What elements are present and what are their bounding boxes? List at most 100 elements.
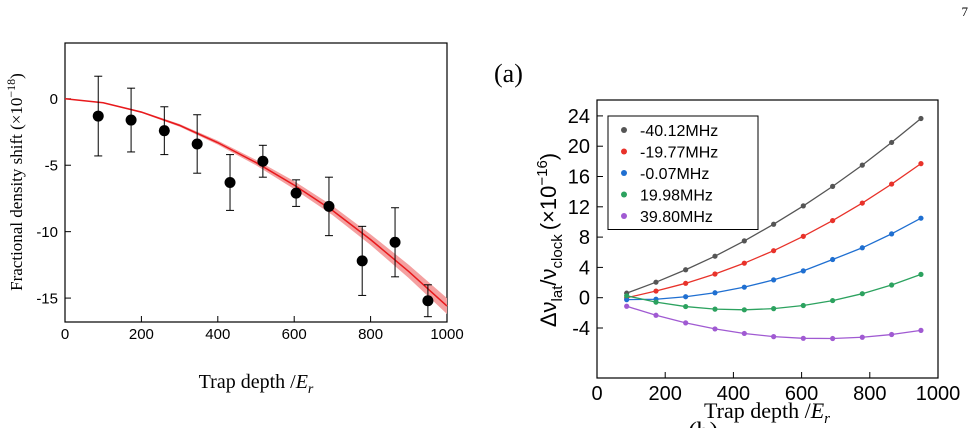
y-tick-label: -5 [45,157,58,174]
data-point [918,115,924,122]
data-point [653,299,659,305]
data-point [712,271,718,277]
data-point [683,280,689,286]
y-tick-label: 20 [568,136,590,158]
data-point [712,306,718,312]
label-part: clock [549,234,566,269]
data-point [683,320,689,326]
data-point [859,245,865,251]
label-part: r [308,382,314,397]
data-point [158,125,170,137]
x-tick-label: 1000 [430,326,463,343]
data-point [830,297,836,304]
data-point [859,291,865,297]
data-point [889,331,895,338]
data-point [191,138,203,150]
x-tick-label: 200 [649,383,682,405]
legend-label: 39.80MHz [640,209,713,226]
label-part: Trap depth / [704,398,812,423]
data-point [771,277,777,283]
data-point [830,256,836,263]
y-tick-label: -15 [36,290,58,307]
label-part: r [824,411,830,427]
x-tick-label: 0 [591,383,602,405]
data-point [859,162,865,168]
data-point [624,303,630,309]
label-part: −18 [4,79,18,98]
legend-marker [621,213,627,219]
y-tick-label: 16 [568,167,590,189]
data-point [859,200,865,206]
data-point [741,307,747,313]
data-point [624,293,630,299]
data-point [918,215,924,221]
data-point [224,177,236,188]
data-point [830,217,836,224]
label-part: Trap depth / [199,371,296,393]
data-point [800,233,806,239]
data-point [683,303,689,310]
data-point [683,267,689,273]
legend-marker [621,170,627,176]
data-point [800,203,806,209]
x-tick-label: 800 [358,326,383,343]
data-point [771,248,777,254]
label-part: E [810,398,825,423]
data-point [653,312,659,318]
data-point [712,290,718,296]
label-part: Fractional density shift (×10 [7,98,26,291]
legend-marker [621,148,627,155]
data-point [741,284,747,290]
confidence-band [65,98,447,315]
data-point [889,231,895,237]
plot-frame [64,42,448,323]
data-point [771,334,777,340]
legend-label: 19.98MHz [640,188,713,205]
data-point [800,302,806,309]
label-part: ) [7,73,26,79]
panel-label: (b) [688,417,718,428]
data-point [800,335,806,341]
label-part: Δν [536,301,561,327]
data-point [771,306,777,312]
label-part: −16 [534,160,551,185]
data-point [624,296,630,303]
data-point [125,114,137,126]
label-part: (×10 [536,186,561,231]
data-point [830,183,836,189]
data-point [741,330,747,337]
label-part: E [295,371,308,393]
y-tick-label: 24 [568,106,590,128]
label-part: lat [549,285,566,302]
x-tick-label: 0 [61,326,69,343]
x-axis-label: Trap depth /Er [199,371,314,397]
y-tick-label: 0 [50,91,58,108]
x-tick-label: 1000 [916,383,961,405]
legend-box [607,115,759,230]
data-point [889,139,895,146]
x-tick-label: 800 [853,383,886,405]
y-axis-label: Δνlat/νclock (×10−16) [534,153,566,327]
data-point [712,253,718,259]
y-tick-label: 0 [579,288,590,310]
plot-frame [596,99,939,379]
y-tick-label: -4 [572,318,590,340]
data-point [356,255,368,267]
x-tick-label: 400 [205,326,230,343]
data-point [830,335,836,342]
data-point [92,110,104,122]
data-point [741,238,747,244]
data-point [859,334,865,340]
data-point [918,327,924,333]
x-tick-label: 200 [129,326,154,343]
data-point [323,200,335,212]
page-number: 7 [962,4,969,19]
data-point [741,260,747,266]
data-point [290,187,302,199]
data-point [918,161,924,167]
y-tick-label: 4 [579,257,590,279]
data-point [889,181,895,187]
y-axis-label: Fractional density shift (×10−18) [4,73,26,291]
x-axis-label: Trap depth /Er [704,398,830,427]
fit-line [64,98,448,307]
